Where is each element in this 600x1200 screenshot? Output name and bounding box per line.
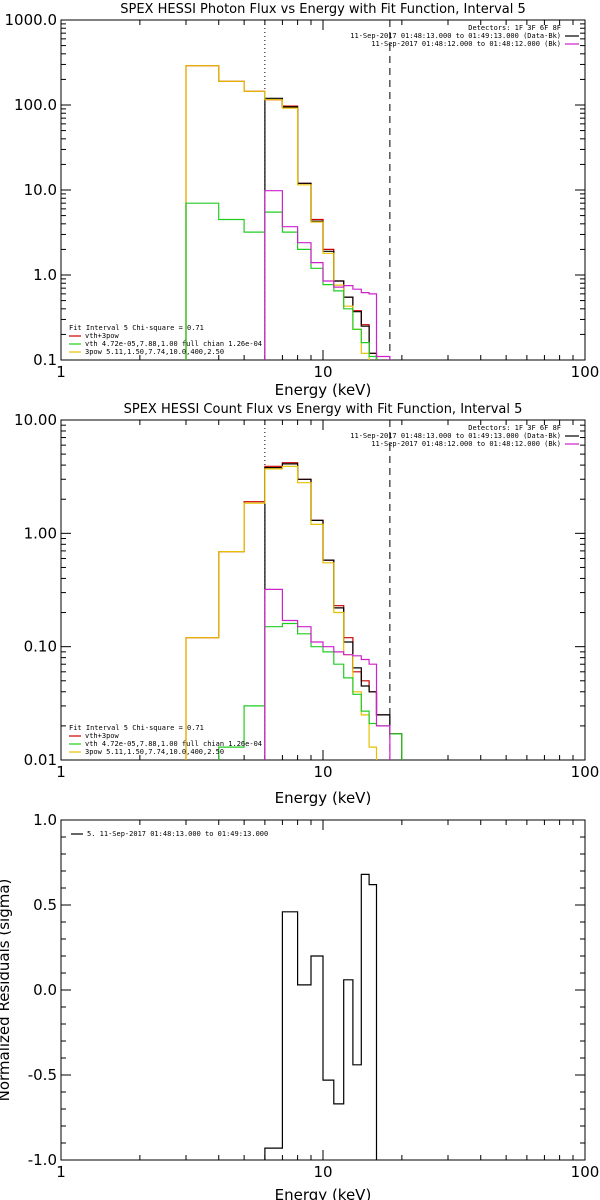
x-axis-label: Energy (keV) [275,381,372,399]
legend-entry: 3pow 5.11,1.50,7.74,10.0,400,2.50 [85,348,224,356]
y-tick-label: 0.10 [24,638,57,656]
x-tick-label: 1 [56,763,66,781]
legend-entry: vth 4.72e-05,7.88,1.00 full chian 1.26e-… [85,340,262,348]
x-axis-label: Energy (keV) [275,789,372,807]
legend-entry: 3pow 5.11,1.50,7.74,10.0,400,2.50 [85,748,224,756]
series-line [185,622,403,760]
plot-frame [60,419,586,761]
y-tick-label: 1.0 [33,811,57,829]
legend-entry: 11-Sep-2017 01:48:12.000 to 01:48:12.000… [371,40,561,48]
legend-entry: 11-Sep-2017 01:48:13.000 to 01:49:13.000… [350,32,561,40]
y-axis-label: Normalized Residuals (sigma) [0,879,13,1102]
y-tick-label: 10.0 [24,181,57,199]
x-tick-label: 100 [571,363,600,381]
y-tick-label: 0.0 [33,981,57,999]
panel-title: SPEX HESSI Photon Flux vs Energy with Fi… [120,2,526,17]
y-tick-label: 100.0 [14,96,57,114]
series-line [185,202,403,360]
legend-entry: Detectors: 1F 3F 6F 8F [468,24,561,32]
legend-entry: vth 4.72e-05,7.88,1.00 full chian 1.26e-… [85,740,262,748]
y-tick-label: 1.00 [24,524,57,542]
x-tick-label: 100 [571,1163,600,1181]
x-tick-label: 10 [313,1163,332,1181]
legend-entry: Detectors: 1F 3F 6F 8F [468,424,561,432]
plot-frame [60,19,586,361]
legend-entry: 5. 11-Sep-2017 01:48:13.000 to 01:49:13.… [87,830,268,838]
photon-flux-panel: SPEX HESSI Photon Flux vs Energy with Fi… [5,2,600,399]
y-tick-label: 0.1 [33,351,57,369]
legend-entry: 11-Sep-2017 01:48:13.000 to 01:49:13.000… [350,432,561,440]
y-tick-label: 1.0 [33,266,57,284]
x-tick-label: 1 [56,363,66,381]
y-tick-label: 0.01 [24,751,57,769]
x-tick-label: 10 [313,763,332,781]
count-flux-panel: SPEX HESSI Count Flux vs Energy with Fit… [14,402,599,807]
x-tick-label: 100 [571,763,600,781]
y-tick-label: 10.00 [14,411,57,429]
series-line [264,97,403,360]
series-line [264,190,391,360]
legend-entry: vth+3pow [85,732,120,740]
y-tick-label: -0.5 [28,1066,57,1084]
legend-entry: Fit Interval 5 Chi-square = 0.71 [69,724,204,732]
y-tick-label: 1000.0 [5,11,58,29]
y-tick-label: 0.5 [33,896,57,914]
series-line [264,873,378,1160]
x-tick-label: 1 [56,1163,66,1181]
panel-title: SPEX HESSI Count Flux vs Energy with Fit… [124,402,523,417]
x-tick-label: 10 [313,363,332,381]
legend-entry: Fit Interval 5 Chi-square = 0.71 [69,324,204,332]
legend-entry: vth+3pow [85,332,120,340]
series-line [264,588,391,760]
series-line [185,465,403,760]
legend-entry: 11-Sep-2017 01:48:12.000 to 01:48:12.000… [371,440,561,448]
x-axis-label: Energy (keV) [275,1186,372,1200]
residuals-panel: Energy (keV) Normalized Residuals (sigma… [0,811,599,1200]
y-tick-label: -1.0 [28,1151,57,1169]
